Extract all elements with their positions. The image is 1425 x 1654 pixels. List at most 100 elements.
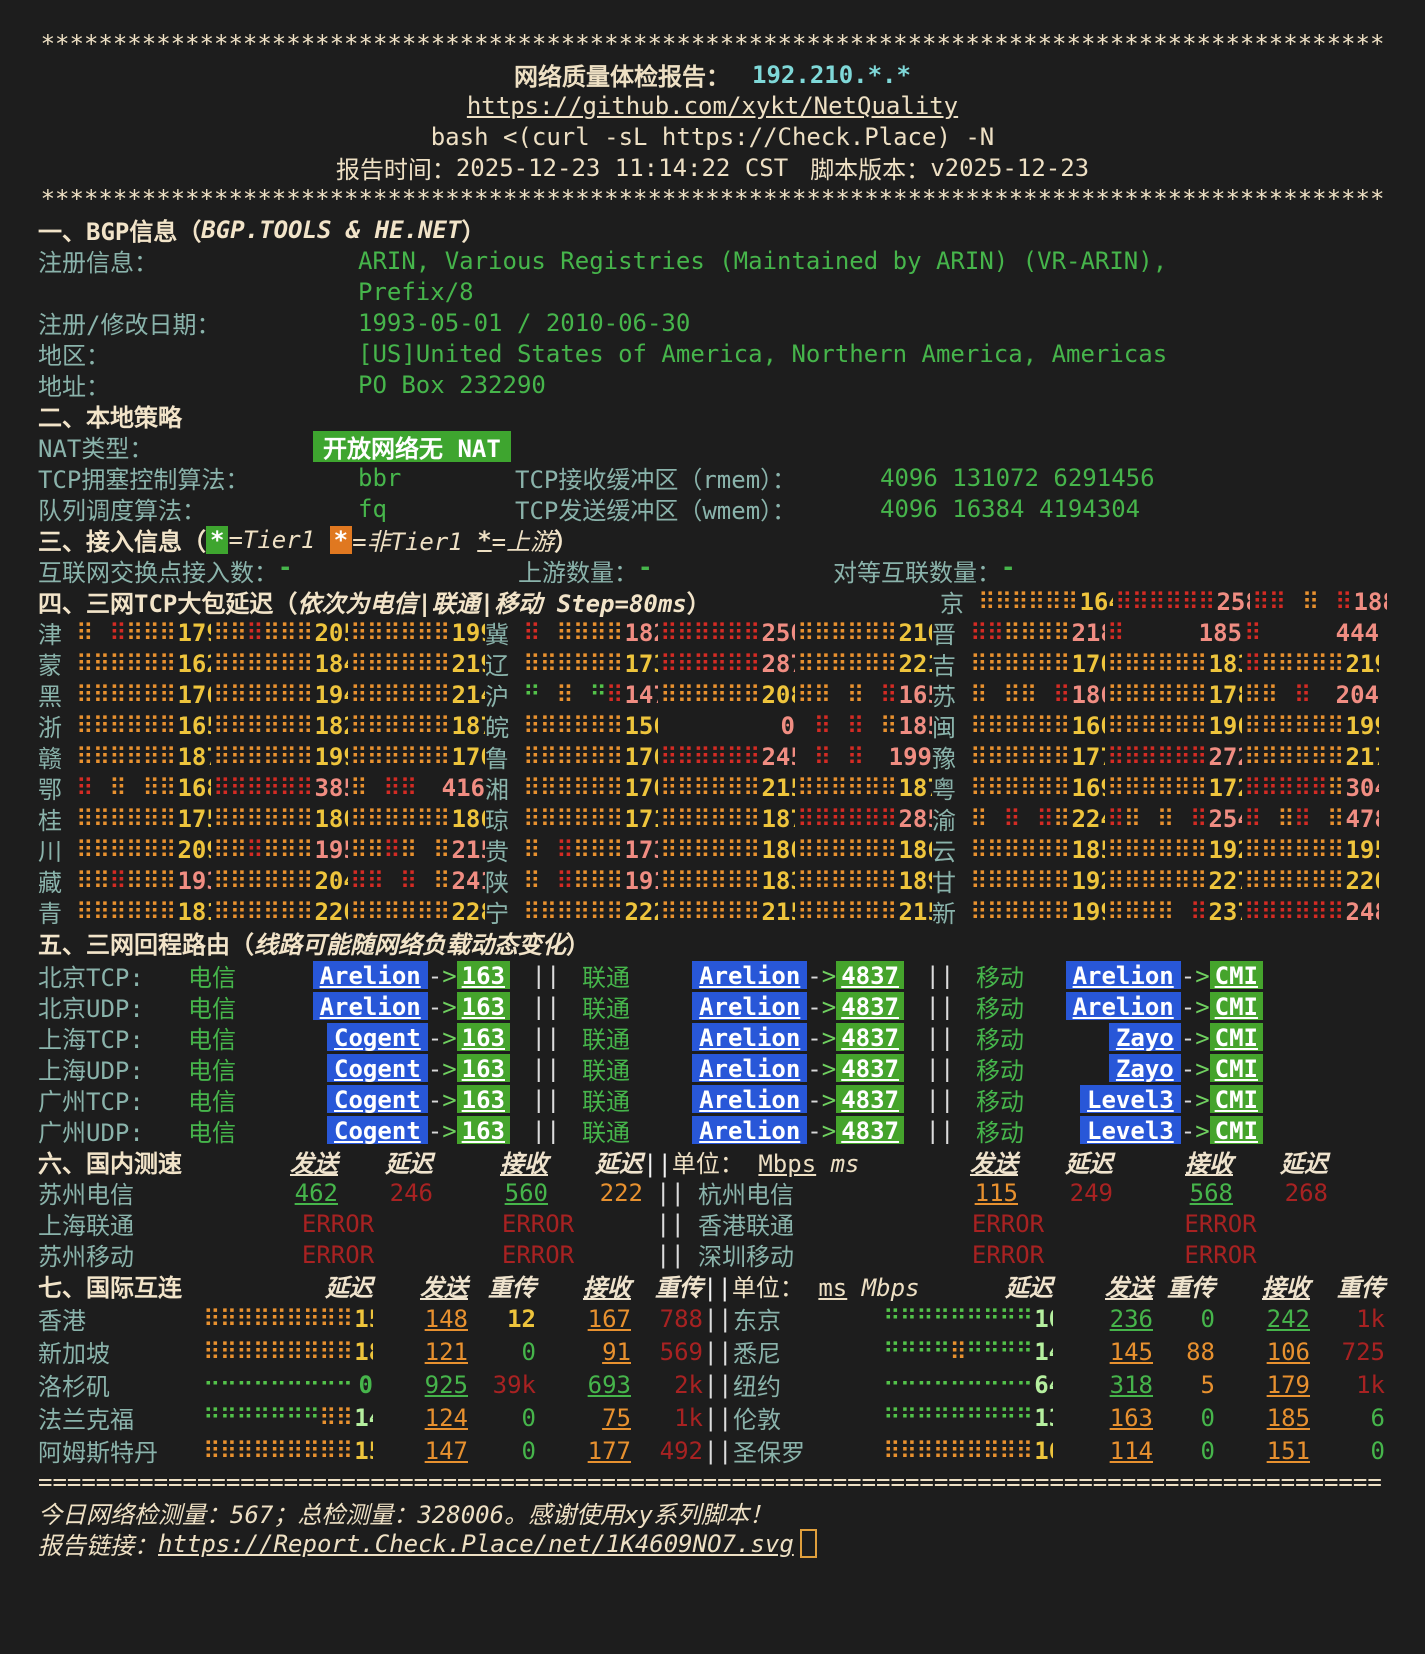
route-network: 联通 [582, 995, 630, 1020]
bar-dots: ⠿ [213, 618, 231, 647]
bar-dots: ⠿ [949, 1337, 967, 1366]
intl-value: 925 [424, 1370, 468, 1399]
bar-dots: ⠒ [335, 1370, 354, 1399]
cc-value: bbr [358, 463, 402, 492]
bar-dots: ⠿ [76, 711, 94, 740]
bar-dots: ⠿ [383, 897, 401, 926]
bar-dots: ⠿ [863, 804, 881, 833]
col-header: 接收 [1185, 1150, 1233, 1178]
bar-dots: ⠿ [1140, 742, 1158, 771]
bar-dots: ⠿ [986, 742, 1005, 771]
bar-dots: ⠿ [252, 1337, 271, 1366]
report-link[interactable]: https://Report.Check.Place/net/1K4609NO7… [158, 1529, 794, 1558]
bar-dots: ⠿ [366, 835, 385, 864]
bar-dots: ⠿ [709, 742, 728, 771]
bar-dots: ⠿ [523, 835, 541, 864]
repo-link[interactable]: https://github.com/xykt/NetQuality [466, 91, 959, 120]
bar-dots: ⠿ [1173, 773, 1191, 802]
peering-stat: 对等互联数量： - [833, 555, 1313, 586]
latency-value: 199 [314, 742, 348, 771]
latency-row: 赣⠿⠿⠿⠿⠿⠿187⠿⠿⠿⠿⠿⠿199⠿⠿⠿⠿⠿⠿170鲁⠿⠿⠿⠿⠿⠿176⠿⠿… [38, 741, 1387, 773]
queue-line: 队列调度算法： fq TCP发送缓冲区（wmem）： 4096 16384 41943… [38, 493, 1387, 525]
latency-value: 205 [314, 618, 348, 647]
intl-value: 185 [1266, 1403, 1310, 1432]
intl-value: 151 [1266, 1436, 1310, 1465]
bar-dots: ⠿ [246, 897, 264, 926]
bar-gap: ⠀ [1277, 680, 1295, 709]
unit-primary: Mbps [758, 1150, 817, 1178]
bar-dots: ⠿ [556, 649, 574, 678]
route-as: CMI [1209, 960, 1263, 989]
bar-dots: ⠿ [213, 680, 231, 709]
report-time-line: 报告时间： 2025-12-23 11:14:22 CST 脚本版本： v2025-1… [38, 152, 1387, 184]
bar-dots: ⠿ [883, 1436, 901, 1465]
bar-dots: ⠿ [399, 618, 418, 647]
bar-dots: ⠿ [416, 897, 434, 926]
bar-dots: ⠿ [246, 711, 264, 740]
latency-value: 219 [451, 649, 485, 678]
access-heading-prefix: 三、接入信息（ [38, 528, 206, 555]
latency-bar: ⠿⠿⠿⠿⠿⠿ [213, 680, 313, 709]
unit-secondary: Mbps [861, 1274, 920, 1302]
bar-dots: ⠿ [676, 835, 695, 864]
latency-cell: ⠿⠿⠿⠿⠿⠿162 [74, 650, 211, 678]
province-label: 藏 [38, 869, 62, 896]
bar-dots: ⠿ [605, 835, 624, 864]
bar-dots: ⠛ [899, 1337, 918, 1366]
repo-link-line: https://github.com/xykt/NetQuality [38, 90, 1387, 121]
region-label: 地区： [38, 342, 110, 369]
bar-dots: ⠿ [366, 804, 385, 833]
route-arrow-dash: - [1180, 1023, 1196, 1052]
bar-dots: ⠿ [1244, 680, 1262, 709]
bar-dots: ⠿ [605, 773, 624, 802]
bar-dots: ⠿ [1003, 649, 1021, 678]
latency-value: 218 [1071, 618, 1105, 647]
bar-dots: ⠿ [1244, 804, 1262, 833]
bar-dots: ⠿ [709, 835, 728, 864]
bar-dots: ⠿ [846, 618, 865, 647]
bar-dots: ⠿ [846, 680, 865, 709]
bar-dots: ⠿ [1326, 804, 1345, 833]
bar-dots: ⠿ [92, 649, 111, 678]
bar-dots: ⠿ [279, 618, 297, 647]
intl-value: 167 [587, 1304, 631, 1333]
bar-dots: ⠒ [302, 1370, 320, 1399]
latency-value: 444 [1335, 618, 1379, 647]
bar-dots: ⠿ [1189, 742, 1208, 771]
bar-dots: ⠿ [319, 1337, 337, 1366]
bar-dots: ⠿ [970, 649, 988, 678]
bar-dots: ⠿ [1197, 587, 1216, 616]
route-arrow-dash: - [427, 1054, 443, 1083]
bar-gap: ⠀ [986, 804, 1005, 833]
bar-dots: ⠿ [1036, 835, 1054, 864]
bar-dots: ⠿ [676, 618, 695, 647]
route-as: 163 [456, 1022, 510, 1051]
bar-dots: ⠿ [229, 742, 248, 771]
latency-row: 川⠿⠿⠿⠿⠿⠿209⠿⠿⠿⠿⠿⠿195⠿⠿⠿⠿⠀⠿215贵⠿⠀⠿⠿⠿⠿173⠿⠿… [38, 834, 1387, 866]
province-group: 赣⠿⠿⠿⠿⠿⠿187⠿⠿⠿⠿⠿⠿199⠿⠿⠿⠿⠿⠿170 [38, 741, 485, 773]
bar-dots: ⠿ [676, 680, 695, 709]
province-group: 渝⠿⠀⠿⠀⠿⠿224⠿⠿⠀⠿⠀⠿254⠿⠀⠿⠿⠀⠿478 [932, 803, 1379, 835]
province-label: 贵 [485, 838, 509, 865]
bar-dots: ⠿ [1244, 618, 1262, 647]
bar-dots: ⠛ [916, 1337, 934, 1366]
speed-value: 568 [1189, 1178, 1233, 1207]
registration-value: ARIN, Various Registries (Maintained by … [358, 246, 1168, 275]
latency-bar: ⠿⠿⠿⠿⠿⠿ [1244, 743, 1344, 771]
bar-dots: ⠿ [229, 804, 248, 833]
latency-value: 156 [624, 711, 658, 740]
bar-dots: ⠿ [125, 711, 144, 740]
latency-cell: ⠿⠿⠿⠿⠿⠿208 [658, 681, 795, 709]
latency-value: 185 [1198, 618, 1242, 647]
bar-dots: ⠿ [335, 1337, 354, 1366]
latency-cell: ⠿⠿⠿⠿⠿⠿180 [658, 836, 795, 864]
latency-value: 162 [177, 649, 211, 678]
latency-cell: ⠿⠿⠿⠿⠿⠿199 [968, 898, 1105, 926]
latency-bar: ⠿⠿⠀⠿ [1244, 680, 1311, 709]
route-label: 北京TCP: [38, 964, 144, 989]
latency-cell: ⠿⠿⠿⠿⠿⠿219 [1242, 650, 1379, 678]
bar-dots: ⠿ [605, 649, 624, 678]
cc-label: TCP拥塞控制算法： [38, 466, 250, 493]
bar-dots: ⠿ [693, 835, 711, 864]
latency-cell: ⠿⠿⠿⠿⠿⠿194 [211, 681, 348, 709]
